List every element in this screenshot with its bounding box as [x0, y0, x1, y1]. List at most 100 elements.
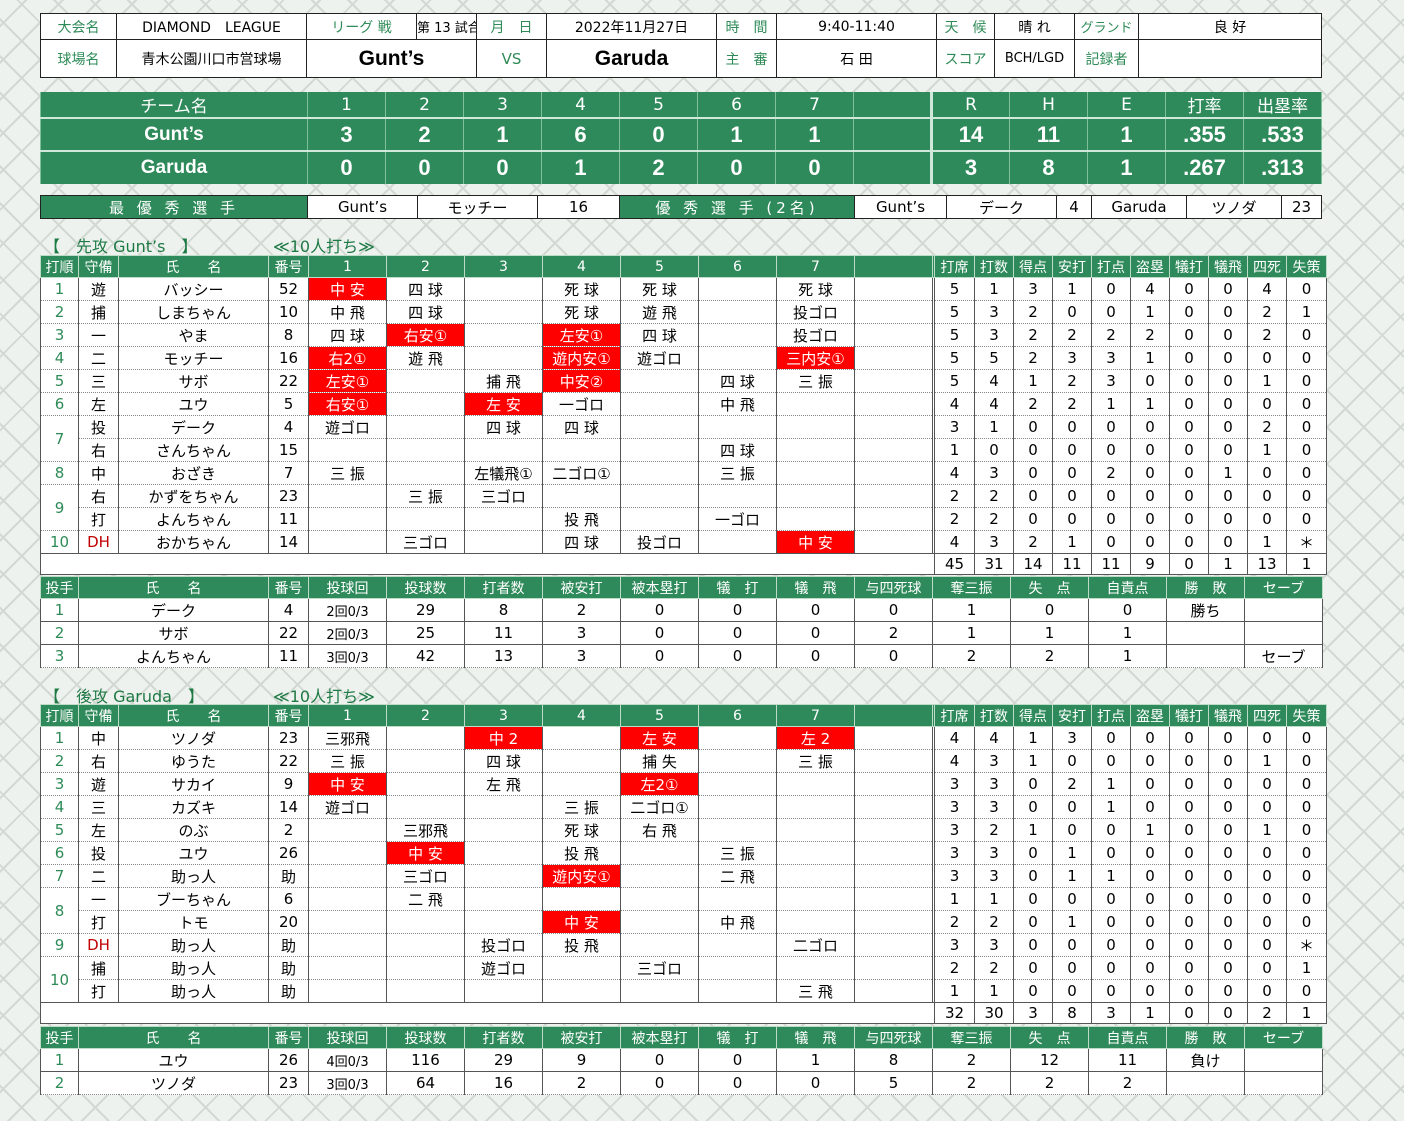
- pitching-stat: 4回0/3: [308, 1048, 387, 1072]
- batting-order: 7: [40, 864, 79, 888]
- batting-total: 45: [934, 553, 975, 575]
- batting-stat: 0: [1130, 726, 1170, 750]
- batting-stat: 0: [1208, 726, 1248, 750]
- blank-inning: [854, 438, 933, 462]
- batting-stat: 0: [1091, 887, 1131, 911]
- blank-inning: [854, 979, 933, 1003]
- pitching-stat: 29: [386, 598, 465, 622]
- batting-stat: 0: [1091, 530, 1131, 554]
- at-bat-result: 三邪飛: [308, 726, 387, 750]
- batting-stat: 3: [1013, 277, 1053, 301]
- batting-stat: 0: [1286, 841, 1327, 865]
- at-bat-result: [620, 887, 699, 911]
- batting-stat: 0: [1169, 507, 1209, 531]
- batting-stat: 0: [1130, 530, 1170, 554]
- at-bat-result: 死 球: [776, 277, 855, 301]
- player-name: ゆうた: [118, 749, 269, 773]
- score-cell: .355: [1165, 118, 1244, 152]
- at-bat-result: [698, 346, 777, 370]
- batting-header-cell: 打席: [934, 255, 975, 278]
- pitching-stat: 1: [932, 621, 1011, 645]
- at-bat-result: 四 球: [308, 323, 387, 347]
- blank-inning: [854, 818, 933, 842]
- batting-stat: 5: [934, 369, 975, 393]
- at-bat-result: 四 球: [386, 300, 465, 324]
- batting-header-cell: 守備: [78, 255, 119, 278]
- at-bat-result: [464, 323, 543, 347]
- batting-header-cell: [854, 255, 933, 278]
- pitching-stat: 負け: [1166, 1048, 1245, 1072]
- pitching-header-cell: 被安打: [542, 576, 621, 599]
- batting-stat: 1: [1130, 300, 1170, 324]
- batter-row: 10 捕助っ人助遊ゴロ 三ゴロ 2 2 0 0 0 0 0 0 0 1: [40, 956, 1327, 1003]
- batting-stat: 4: [974, 369, 1014, 393]
- position: 左: [78, 392, 119, 416]
- score-header-cell: 6: [697, 92, 776, 119]
- blank-inning: [854, 933, 933, 957]
- batting-total: 32: [934, 1002, 975, 1024]
- second-team-pitching-table: 投手氏 名番号 投球回 投球数 打者数 被安打 被本塁打犠 打犠 飛与四死球 奪三振失 点自…: [40, 1026, 1323, 1095]
- at-bat-result: [620, 864, 699, 888]
- batting-stat: 1: [1013, 369, 1053, 393]
- batting-stat: 1: [1247, 749, 1287, 773]
- at-bat-result: 四 球: [620, 323, 699, 347]
- away-team-name: Garuda: [546, 39, 717, 78]
- batting-stat: 1: [1247, 818, 1287, 842]
- batting-stat: 0: [1169, 887, 1209, 911]
- at-bat-result: 四 球: [464, 415, 543, 439]
- batting-stat: 0: [1208, 300, 1248, 324]
- at-bat-result: 中 安: [308, 277, 387, 301]
- batting-stat: 1: [1013, 749, 1053, 773]
- venue-label: 球場名: [40, 39, 117, 78]
- score-cell: 2: [619, 151, 698, 184]
- batting-total: 2: [1247, 1002, 1287, 1024]
- batting-stat: 5: [974, 346, 1014, 370]
- pitcher-name: サボ: [78, 621, 269, 645]
- position: 打: [78, 910, 119, 934]
- pitching-stat: 11: [464, 621, 543, 645]
- batting-stat: 0: [1208, 772, 1248, 796]
- player-number: 2: [268, 818, 309, 842]
- batting-stat: 0: [1208, 910, 1248, 934]
- player-name: かずをちゃん: [118, 484, 269, 508]
- pitching-header-cell: 氏 名: [78, 576, 269, 599]
- at-bat-result: 中 2: [464, 726, 543, 750]
- batting-stat: 0: [1208, 323, 1248, 347]
- mvp-label: 最 優 秀 選 手: [40, 195, 308, 219]
- at-bat-result: 三ゴロ: [386, 864, 465, 888]
- player-number: 14: [268, 530, 309, 554]
- batting-order: 3: [40, 772, 79, 796]
- at-bat-result: 遊 飛: [386, 346, 465, 370]
- at-bat-result: 二 飛: [386, 887, 465, 911]
- at-bat-result: 三邪飛: [386, 818, 465, 842]
- batting-header-cell: 四死: [1247, 255, 1287, 278]
- at-bat-result: [620, 438, 699, 462]
- player-name: サボ: [118, 369, 269, 393]
- batting-stat: 0: [1169, 484, 1209, 508]
- at-bat-result: [776, 818, 855, 842]
- batting-stat: 0: [1052, 933, 1092, 957]
- batting-stat: 2: [1013, 300, 1053, 324]
- player-number: 23: [268, 484, 309, 508]
- at-bat-result: 投ゴロ: [464, 933, 543, 957]
- at-bat-result: [620, 979, 699, 1003]
- blank-inning: [854, 956, 933, 980]
- at-bat-result: 左2①: [620, 772, 699, 796]
- umpire-label: 主 審: [716, 39, 777, 78]
- at-bat-result: 三 振: [698, 461, 777, 485]
- batting-stat: 0: [1052, 979, 1092, 1003]
- batting-stat: 4: [974, 392, 1014, 416]
- at-bat-result: [776, 864, 855, 888]
- at-bat-result: [308, 530, 387, 554]
- batting-order: 2: [40, 300, 79, 324]
- batter-row: 3 遊サカイ 9 中 安左 飛左2① 3 3 0 2 1 0 0 0 0 0: [40, 772, 1327, 796]
- batting-order: 4: [40, 795, 79, 819]
- batting-total: 11: [1052, 553, 1092, 575]
- batting-stat: 0: [1130, 933, 1170, 957]
- at-bat-result: 三 飛: [776, 979, 855, 1003]
- pitching-stat: 0: [620, 621, 699, 645]
